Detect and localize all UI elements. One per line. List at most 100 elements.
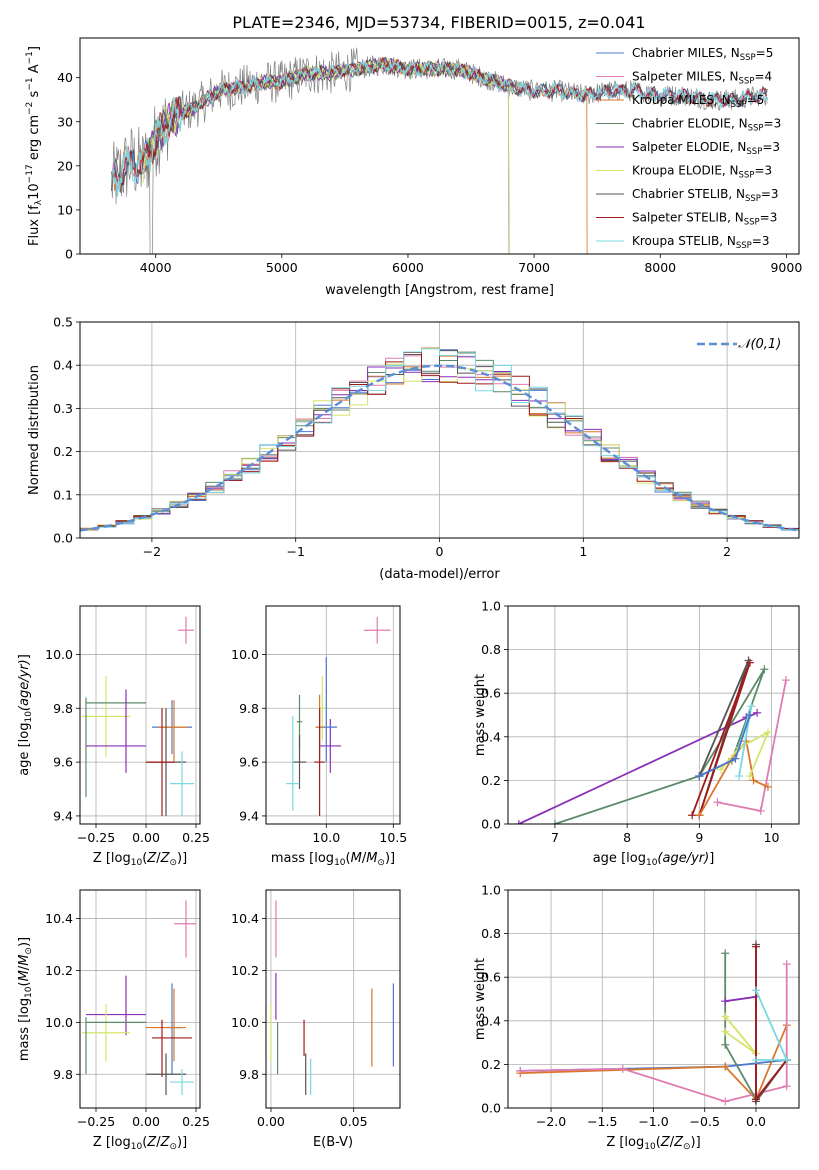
x-tick-label: 0 [436,544,444,559]
data-point [286,716,300,811]
plot-area-mass_vs_Z [82,900,196,1096]
y-tick-label: 9.8 [239,701,259,716]
axes-weight_vs_age: 7 8 9 10 0.0 0.2 0.4 0.6 0.8 1.0 age [log10(age/yr… [473,599,800,868]
data-point [174,900,196,958]
weight-marker [721,1062,730,1071]
weight-marker [731,754,740,763]
legend-label: Kroupa ELODIE, NSSP=3 [632,164,772,181]
x-tick-label: 9 [695,830,703,845]
legend-label: Chabrier ELODIE, NSSP=3 [632,117,781,134]
plot-area-residuals [80,347,799,532]
weight-marker [747,702,756,711]
weight-line-salpeter-elodie [725,995,757,1003]
weight-marker [721,1012,730,1021]
axes-frame [507,605,800,825]
x-tick-label: −1.5 [587,1114,617,1129]
data-point [82,675,130,757]
y-tick-label: 0.3 [53,401,73,416]
x-tick-label: 0.0 [746,1114,766,1129]
weight-marker [751,942,760,951]
x-tick-label: 1 [579,544,587,559]
weight-marker [514,820,523,824]
data-point [158,700,188,763]
weight-marker [721,997,730,1006]
axes-age_vs_Z: −0.25 0.00 0.25 9.4 9.6 9.8 10.0 Z [log10(Z/Z⊙)… [17,605,210,868]
axes-mass_vs_ebv: 0.00 0.05 9.8 10.0 10.2 10.4 E(B-V) [231,889,401,1150]
x-tick-label: −0.25 [77,830,115,845]
weight-line-salpeter-miles [717,679,787,812]
data-point [314,708,325,816]
y-tick-label: 40 [57,70,73,85]
weight-marker [745,711,754,719]
legend-label: Chabrier STELIB, NSSP=3 [632,187,779,204]
data-point [86,689,146,773]
y-tick-label: 9.6 [239,755,259,770]
y-tick-label: 10.2 [45,963,73,978]
axes-frame [79,889,201,1109]
y-tick-label: 9.8 [53,1067,73,1082]
y-axis-label: age [log10(age/yr)] [17,654,34,776]
plot-area-age_vs_Z [82,616,194,816]
x-axis-label: Z [log10(Z/Z⊙)] [93,1135,187,1152]
weight-marker [550,820,559,824]
weight-marker [763,782,772,791]
y-tick-label: 10.0 [45,1015,73,1030]
data-point [82,1004,130,1062]
y-tick-label: 0.0 [53,531,73,546]
legend-label: Salpeter STELIB, NSSP=3 [632,211,777,228]
weight-marker [760,665,769,674]
weight-marker [782,1056,791,1065]
x-axis-label: E(B-V) [313,1135,353,1150]
y-tick-label: 0.4 [481,1013,501,1028]
axes-spectrum: 4000 5000 6000 7000 8000 9000 0 10 20 30 40 wavelen… [25,37,802,298]
plot-area-mass_vs_ebv [270,900,394,1096]
weight-marker [749,776,758,785]
data-point [146,988,186,1062]
x-axis-label: age [log10(age/yr)] [593,851,715,868]
y-tick-label: 0.2 [481,773,501,788]
axes-residuals: −2 −1 0 1 2 0.0 0.1 0.2 0.3 0.4 0.5 (data-model)/er… [27,315,800,582]
plot-area-spectrum [110,47,769,254]
axes-frame [79,605,201,825]
weight-marker [721,1097,730,1106]
data-point [146,708,174,816]
legend-label: Chabrier MILES, NSSP=5 [632,46,773,63]
x-tick-label: 9000 [770,260,802,275]
weight-marker [782,1082,791,1091]
weight-marker [695,811,704,820]
x-tick-label: 4000 [140,260,172,275]
weight-marker [782,676,791,685]
plot-area-weight_vs_age [514,656,791,824]
y-tick-label: 1.0 [481,883,501,898]
x-tick-label: 6000 [392,260,424,275]
x-tick-label: 8000 [644,260,676,275]
weight-line-kroupa-elodie [724,1015,757,1055]
weight-line-chabrier-elodie [554,668,766,824]
y-axis-label: mass weight [473,674,488,756]
weight-line-kroupa-stelib [755,989,789,1061]
axes-frame [79,321,800,539]
y-axis-label: mass [log10(M/M⊙)] [17,937,34,1061]
weight-marker [735,772,744,781]
y-tick-label: 9.4 [53,808,73,823]
y-tick-label: 0.5 [53,315,73,330]
weight-marker [688,811,697,820]
plot-area-age_vs_mass [286,616,391,816]
data-point [178,616,194,644]
y-tick-label: 20 [57,158,73,173]
y-tick-label: 0.4 [53,358,73,373]
weight-marker [695,772,704,781]
y-tick-label: 0.1 [53,487,73,502]
y-tick-label: 0.6 [481,686,501,701]
weight-marker [717,765,726,774]
normal-distribution-curve [80,364,799,532]
data-point [152,1019,192,1077]
weight-line-kroupa-elodie [720,730,770,777]
x-tick-label: 10.5 [379,830,407,845]
y-tick-label: 0.8 [481,642,501,657]
x-tick-label: 0.25 [182,1114,210,1129]
y-tick-label: 30 [57,114,73,129]
plot-area-weight_vs_Z [516,940,791,1106]
legend-label: Kroupa STELIB, NSSP=3 [632,234,770,251]
